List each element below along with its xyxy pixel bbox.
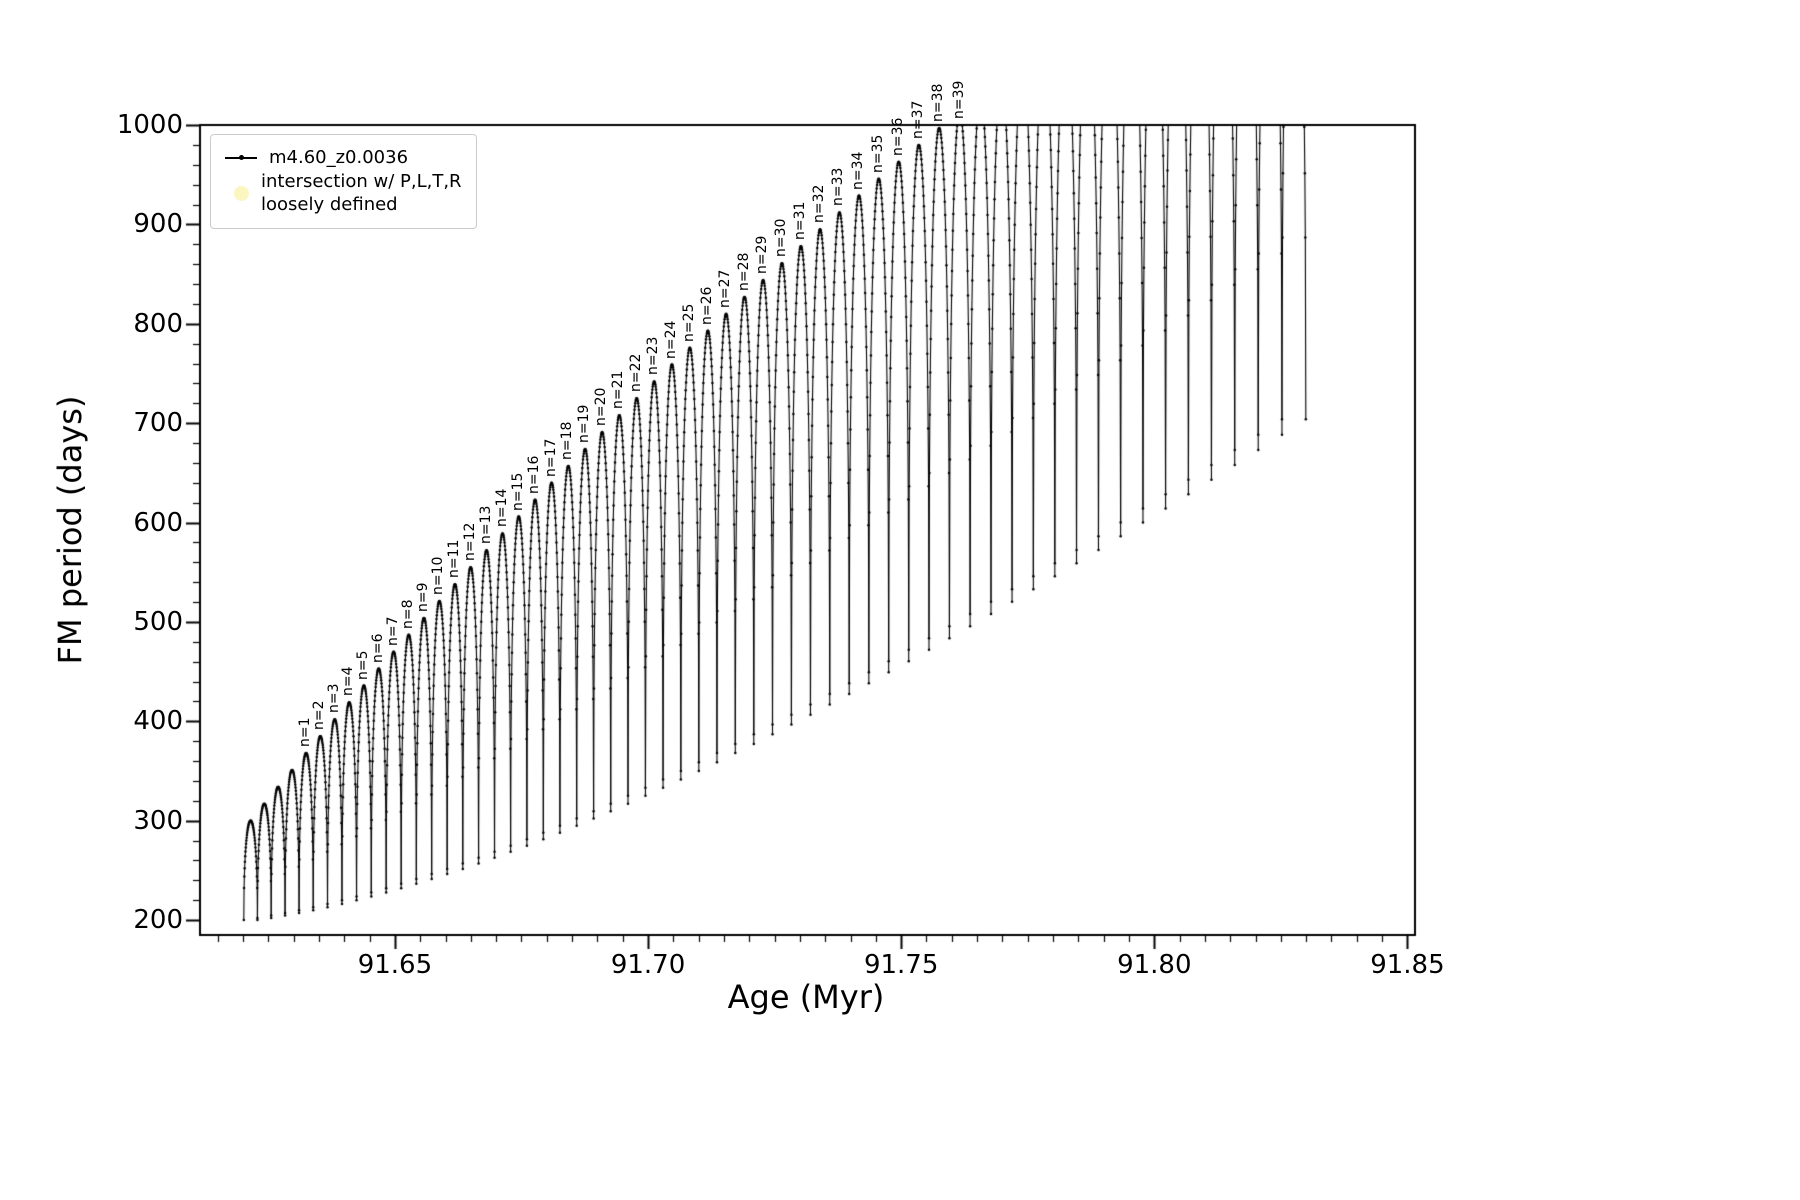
arc-label: n=39	[950, 80, 967, 119]
x-axis-label: Age (Myr)	[727, 978, 885, 1016]
arc-label: n=13	[477, 505, 494, 545]
arc-label: n=18	[559, 421, 576, 460]
legend-series2-label-line2: loosely defined	[261, 193, 398, 215]
arc-label: n=31	[791, 201, 808, 241]
y-tick-label: 500	[133, 606, 183, 637]
arc-label: n=20	[593, 387, 610, 427]
x-tick-label: 91.70	[610, 950, 686, 980]
arc-label: n=30	[772, 218, 789, 258]
arc-label: n=36	[889, 117, 906, 156]
arc-label: n=15	[509, 472, 526, 511]
arc-label: n=22	[627, 353, 644, 393]
y-tick-label: 300	[133, 805, 183, 836]
arc-label: n=17	[542, 438, 559, 477]
arc-label: n=12	[461, 522, 478, 562]
arc-label: n=37	[909, 100, 926, 139]
legend-series1-label: m4.60_z0.0036	[269, 147, 409, 168]
y-tick-label: 1000	[116, 110, 183, 140]
arc-label: n=10	[430, 556, 447, 596]
y-tick-label: 800	[133, 308, 183, 339]
legend-circle-marker-icon	[234, 186, 249, 201]
arc-label: n=23	[645, 336, 662, 376]
x-tick-label: 91.65	[357, 950, 433, 980]
x-tick-label: 91.75	[863, 950, 939, 980]
legend-entry-intersection: intersection w/ P,L,T,R loosely defined	[225, 171, 462, 216]
arc-label: n=28	[735, 252, 752, 291]
arc-label: n=33	[830, 168, 847, 207]
arc-label: n=24	[662, 320, 679, 359]
y-tick-label: 900	[133, 209, 183, 240]
arc-label: n=35	[869, 134, 886, 173]
arc-label: n=29	[754, 235, 771, 275]
arc-label: n=3	[325, 683, 342, 714]
arc-label: n=7	[384, 616, 401, 646]
arc-label: n=19	[576, 404, 593, 443]
legend-line-marker-icon	[225, 154, 257, 160]
y-tick-label: 700	[133, 408, 183, 439]
arc-label: n=9	[414, 582, 431, 612]
arc-label: n=14	[493, 489, 510, 528]
y-axis-label: FM period (days)	[51, 395, 89, 665]
arc-label: n=26	[698, 286, 715, 325]
arc-label: n=38	[930, 83, 947, 122]
legend-series2-label: intersection w/ P,L,T,R loosely defined	[261, 171, 462, 216]
arc-label: n=5	[354, 650, 371, 680]
arc-label: n=27	[717, 269, 734, 308]
x-tick-label: 91.80	[1117, 950, 1192, 980]
arc-label: n=2	[311, 700, 328, 731]
legend-entry-series: m4.60_z0.0036	[225, 147, 462, 168]
arc-label: n=32	[811, 184, 828, 224]
x-tick-label: 91.85	[1370, 950, 1445, 980]
y-tick-label: 200	[133, 905, 183, 936]
legend: m4.60_z0.0036 intersection w/ P,L,T,R lo…	[210, 134, 477, 229]
arc-label: n=16	[526, 455, 543, 494]
arc-label: n=4	[340, 666, 357, 697]
arc-label: n=25	[680, 303, 697, 342]
legend-point-marker-icon	[239, 154, 244, 160]
arc-label: n=8	[399, 599, 416, 629]
y-tick-label: 600	[133, 507, 183, 538]
arc-label: n=34	[849, 151, 866, 190]
y-tick-label: 400	[133, 706, 183, 737]
legend-series2-label-line1: intersection w/ P,L,T,R	[261, 171, 462, 192]
arc-label: n=21	[610, 370, 627, 410]
arc-label: n=6	[369, 633, 386, 663]
arc-label: n=11	[445, 539, 462, 579]
arc-label: n=1	[297, 717, 314, 748]
